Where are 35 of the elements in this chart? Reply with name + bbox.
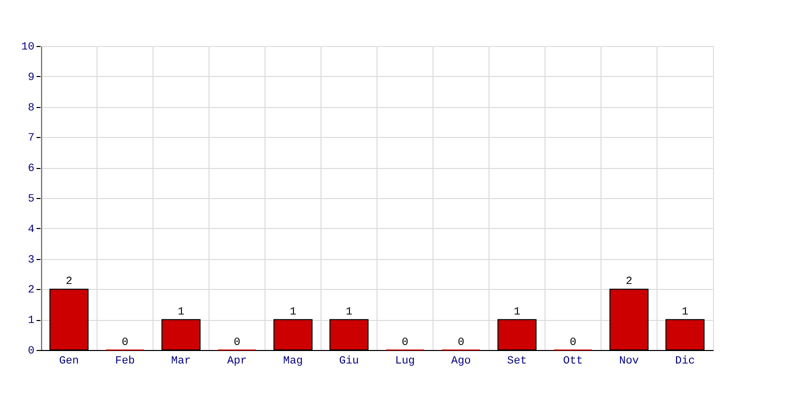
y-tick-label: 8 — [28, 102, 34, 114]
data-label: 1 — [290, 306, 297, 319]
x-tick-label: Gen — [59, 356, 79, 368]
x-tick-label: Mar — [171, 356, 191, 368]
x-tick-label: Apr — [227, 356, 247, 368]
x-tick-label: Ott — [563, 356, 583, 368]
data-label: 2 — [66, 276, 72, 288]
data-label: 0 — [234, 337, 240, 349]
data-label: 0 — [458, 337, 464, 349]
x-tick-label: Nov — [619, 356, 640, 368]
data-label: 0 — [570, 337, 576, 349]
y-tick-label: 0 — [28, 346, 34, 358]
x-tick-label: Set — [507, 356, 527, 368]
y-tick-label: 7 — [28, 132, 34, 145]
x-tick-label: Feb — [115, 356, 135, 368]
y-tick-label: 6 — [28, 163, 34, 176]
x-tick-label: Dic — [675, 356, 695, 368]
x-tick-label: Giu — [339, 356, 359, 368]
y-tick-label: 2 — [28, 284, 34, 297]
data-label: 0 — [402, 337, 408, 349]
data-label: 1 — [178, 306, 185, 319]
data-label: 1 — [682, 306, 689, 319]
data-label: 0 — [122, 337, 128, 349]
y-tick-label: 4 — [28, 224, 35, 236]
y-tick-label: 5 — [28, 194, 34, 206]
data-label: 1 — [346, 306, 353, 319]
y-tick-label: 10 — [21, 42, 34, 54]
data-label: 2 — [626, 276, 632, 288]
x-tick-label: Ago — [451, 356, 471, 368]
y-tick-label: 3 — [28, 254, 34, 266]
data-label: 1 — [514, 306, 521, 319]
x-tick-label: Mag — [283, 356, 303, 368]
y-tick-label: 1 — [28, 315, 35, 328]
x-tick-label: Lug — [395, 356, 415, 368]
y-tick-label: 9 — [28, 72, 34, 84]
